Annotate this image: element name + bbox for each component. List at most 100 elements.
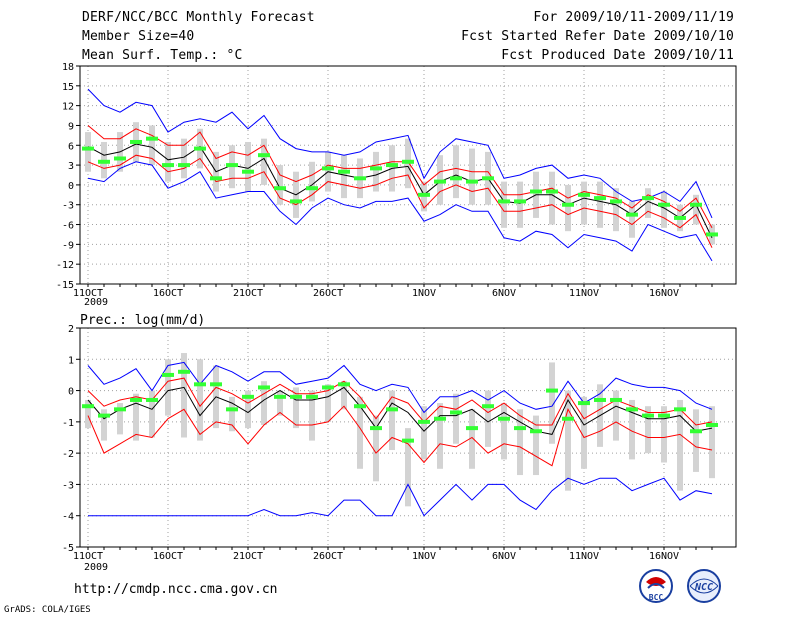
precip-range-bar (709, 406, 715, 479)
temp-ytick-label: -12 (56, 260, 74, 271)
precip-median-marker (258, 385, 270, 390)
precip-range-bar (117, 403, 123, 435)
temp-median-marker (290, 199, 302, 204)
temp-upper-red-line (87, 125, 713, 229)
precip-median-marker (386, 407, 398, 412)
temp-ytick-label: 3 (68, 161, 74, 172)
precip-range-bar (565, 390, 571, 491)
precip-median-marker (370, 426, 382, 431)
precip-median-marker (498, 416, 510, 421)
precip-median-marker (178, 369, 190, 374)
precip-range-bar (373, 415, 379, 482)
agency-logos: BCC NCC (639, 569, 721, 603)
temp-xtick-label: 16OCT (153, 288, 183, 299)
precip-range-bar (277, 390, 283, 416)
precip-median-marker (466, 426, 478, 431)
temp-median-marker (610, 199, 622, 204)
temp-median-marker (146, 136, 158, 141)
temp-year-label: 2009 (84, 297, 108, 308)
precip-median-marker (338, 382, 350, 387)
precip-xtick-label: 6NOV (492, 551, 516, 562)
temp-median-marker (194, 146, 206, 151)
precip-median-marker (194, 382, 206, 387)
precip-median-marker (450, 410, 462, 415)
temp-xtick-label: 6NOV (492, 288, 516, 299)
precip-range-bar (405, 428, 411, 507)
precip-range-bar (581, 396, 587, 469)
temp-ytick-label: 15 (62, 82, 74, 93)
precip-ytick-label: -4 (62, 512, 74, 523)
fcst-produced-date: Fcst Produced Date 2009/10/11 (501, 48, 734, 63)
temp-ytick-label: -9 (62, 240, 74, 251)
precip-range-bar (245, 390, 251, 429)
temp-range-bar (645, 188, 651, 218)
temp-median-marker (578, 192, 590, 197)
temp-xtick-label: 1NOV (412, 288, 436, 299)
precip-median-marker (162, 372, 174, 377)
temp-range-bar (261, 138, 267, 185)
precip-ytick-label: 1 (68, 355, 74, 366)
temp-range-bar (245, 141, 251, 192)
precip-range-bar (501, 403, 507, 460)
precip-median-marker (610, 397, 622, 402)
temp-median-marker (466, 179, 478, 184)
bcc-logo: BCC (639, 569, 673, 603)
precip-median-marker (594, 397, 606, 402)
precip-median-marker (210, 382, 222, 387)
temp-median-marker (690, 202, 702, 207)
precip-range-bar (533, 415, 539, 476)
temp-ytick-label: 18 (62, 62, 74, 73)
precip-range-bar (229, 396, 235, 432)
temp-upper-blue-line (87, 88, 713, 219)
precip-range-bar (341, 381, 347, 410)
temp-range-bar (181, 138, 187, 179)
precip-xtick-label: 11NOV (569, 551, 599, 562)
temp-range-bar (309, 161, 315, 202)
temp-xtick-label: 11NOV (569, 288, 599, 299)
temp-median-marker (338, 169, 350, 174)
temp-median-marker (642, 196, 654, 201)
temp-range-bar (613, 188, 619, 232)
fcst-started-date: Fcst Started Refer Date 2009/10/10 (461, 29, 734, 44)
precip-range-bar (325, 384, 331, 422)
temp-range-bar (373, 151, 379, 192)
precip-xtick-label: 26OCT (313, 551, 343, 562)
chart-title: DERF/NCC/BCC Monthly Forecast (82, 10, 315, 25)
precip-median-marker (546, 388, 558, 393)
temp-median-marker (386, 163, 398, 168)
precip-range-bar (85, 399, 91, 429)
temp-median-marker (418, 192, 430, 197)
member-size-label: Member Size=40 (82, 29, 195, 44)
precip-xtick-label: 16OCT (153, 551, 183, 562)
precip-median-marker (402, 438, 414, 443)
precip-range-bar (469, 409, 475, 469)
precip-upper-blue-line (87, 361, 713, 414)
precip-range-bar (133, 393, 139, 441)
precip-median-marker (562, 416, 574, 421)
precip-lower-red-line (87, 405, 713, 467)
precip-range-bar (165, 359, 171, 416)
precip-range-bar (261, 381, 267, 425)
temp-median-marker (162, 163, 174, 168)
precip-range-bar (389, 390, 395, 451)
temp-ytick-label: 6 (68, 141, 74, 152)
source-url[interactable]: http://cmdp.ncc.cma.gov.cn (74, 582, 278, 597)
precip-median-marker (82, 404, 94, 409)
temp-median-marker (562, 202, 574, 207)
precip-range-bar (517, 409, 523, 476)
precip-lower-blue-line (88, 477, 713, 517)
ncc-logo-text: NCC (694, 582, 713, 593)
temp-range-bar (469, 148, 475, 205)
temp-median-marker (322, 166, 334, 171)
precip-range-bar (181, 353, 187, 438)
precip-median-marker (226, 407, 238, 412)
temp-ytick-label: -6 (62, 221, 74, 232)
temp-range-bar (149, 125, 155, 166)
temp-median-marker (434, 179, 446, 184)
temp-ytick-label: -3 (62, 201, 74, 212)
temp-range-bar (693, 194, 699, 225)
precip-median-marker (514, 426, 526, 431)
precip-median-marker (418, 419, 430, 424)
precip-median-marker (290, 394, 302, 399)
